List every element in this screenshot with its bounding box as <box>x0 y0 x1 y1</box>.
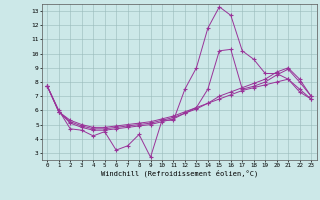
X-axis label: Windchill (Refroidissement éolien,°C): Windchill (Refroidissement éolien,°C) <box>100 169 258 177</box>
